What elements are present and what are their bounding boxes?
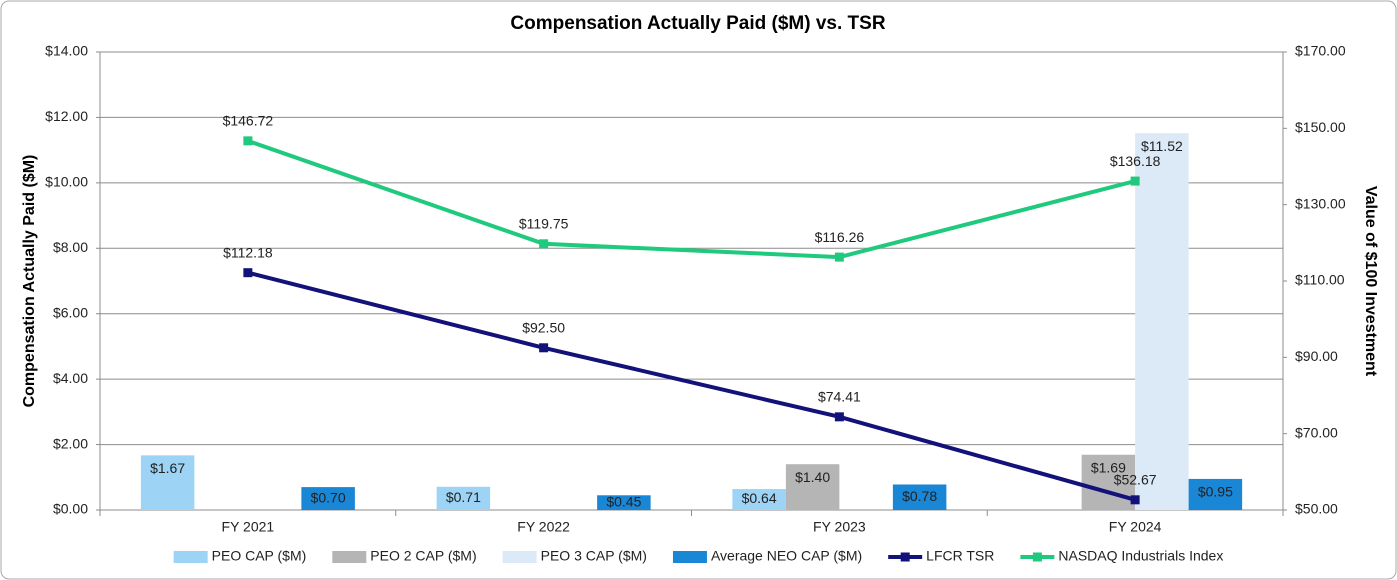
y2-tick-label: $150.00 [1295, 119, 1346, 135]
y-tick-label: $12.00 [45, 108, 88, 124]
y2-tick-label: $70.00 [1295, 424, 1338, 440]
bar [436, 486, 491, 510]
data-label: $1.69 [1091, 459, 1126, 475]
data-label: $1.40 [795, 469, 830, 485]
bar [140, 455, 195, 510]
line-marker [539, 343, 549, 353]
x-tick-label: FY 2024 [1109, 519, 1162, 535]
y2-tick-label: $110.00 [1295, 272, 1345, 288]
y-tick-label: $0.00 [53, 501, 88, 517]
y-tick-label: $8.00 [53, 239, 88, 255]
bar [1188, 478, 1243, 510]
bar [1135, 133, 1189, 511]
legend-swatch [173, 551, 208, 563]
y-tick-label: $2.00 [53, 435, 88, 451]
y2-tick-label: $90.00 [1295, 348, 1338, 364]
data-label: $136.18 [1110, 153, 1161, 169]
data-label: $0.71 [446, 489, 481, 505]
y-tick-label: $14.00 [45, 43, 88, 59]
x-tick-label: FY 2023 [813, 519, 866, 535]
legend-swatch [332, 551, 367, 563]
line-marker [243, 268, 253, 278]
data-label: $11.52 [1141, 138, 1183, 154]
legend-swatch [672, 551, 707, 563]
legend-label: PEO CAP ($M) [212, 548, 307, 564]
line-marker [243, 136, 253, 146]
legend-label: PEO 2 CAP ($M) [370, 548, 476, 564]
y2-tick-label: $130.00 [1295, 195, 1346, 211]
bar [597, 495, 651, 510]
data-label: $146.72 [223, 113, 274, 129]
line-marker [834, 412, 844, 422]
line [247, 138, 1136, 260]
data-label: $0.78 [902, 488, 937, 504]
bar [301, 487, 355, 510]
line-marker [1130, 495, 1140, 505]
y-tick-label: $6.00 [53, 304, 88, 320]
data-label: $0.64 [742, 490, 777, 506]
line-marker [539, 239, 549, 249]
data-label: $74.41 [818, 389, 861, 405]
legend-swatch [502, 551, 537, 563]
data-label: $119.75 [519, 215, 569, 231]
line [247, 270, 1136, 502]
bar [1081, 454, 1136, 510]
legend-label: Average NEO CAP ($M) [711, 548, 862, 564]
y2-tick-label: $170.00 [1295, 43, 1346, 59]
bar [785, 464, 840, 510]
bar [732, 489, 786, 510]
legend-marker [900, 552, 910, 562]
y-tick-label: $4.00 [53, 370, 88, 386]
y-tick-label: $10.00 [45, 174, 88, 190]
legend-label: NASDAQ Industrials Index [1058, 548, 1223, 564]
y2-axis-title: Value of $100 Investment [1362, 186, 1379, 377]
line-marker [834, 252, 844, 262]
data-label: $0.70 [311, 489, 346, 505]
data-label: $1.67 [150, 460, 185, 476]
data-label: $52.67 [1114, 472, 1157, 488]
legend-label: LFCR TSR [926, 548, 994, 564]
legend-label: PEO 3 CAP ($M) [541, 548, 647, 564]
y2-tick-label: $50.00 [1295, 501, 1338, 517]
data-label: $112.18 [223, 244, 273, 260]
y-axis-title: Compensation Actually Paid ($M) [21, 155, 38, 408]
data-label: $0.95 [1198, 484, 1233, 500]
legend-marker [1032, 552, 1042, 562]
data-label: $92.50 [522, 319, 565, 335]
data-label: $0.45 [606, 493, 641, 509]
x-tick-label: FY 2021 [222, 519, 275, 535]
chart-title: Compensation Actually Paid ($M) vs. TSR [510, 13, 885, 34]
bar [892, 484, 947, 510]
line-marker [1130, 176, 1140, 186]
data-label: $116.26 [815, 229, 865, 245]
x-tick-label: FY 2022 [517, 519, 570, 535]
